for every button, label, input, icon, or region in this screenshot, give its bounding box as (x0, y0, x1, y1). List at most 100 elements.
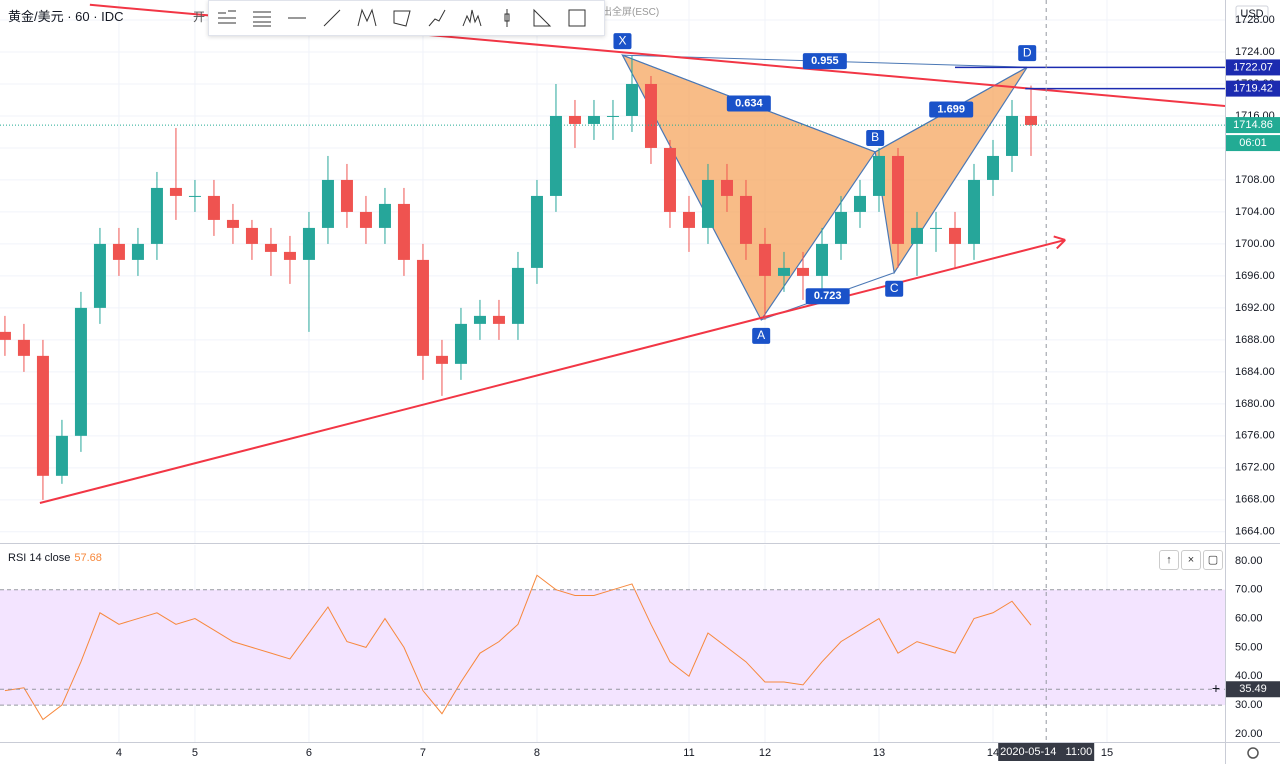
candle-body (701, 179, 714, 228)
candle-body (682, 211, 695, 228)
candle-body (872, 155, 885, 196)
move-up-button[interactable]: ↑ (1159, 550, 1179, 570)
rsi-band (0, 589, 1225, 706)
tool[interactable] (489, 1, 524, 35)
menu-partial[interactable]: 开 (193, 10, 206, 24)
x-tick-label: 8 (534, 747, 540, 759)
candle-body (891, 155, 904, 244)
candle-body (36, 355, 49, 476)
tool[interactable] (384, 1, 419, 35)
pattern-point-tag (866, 129, 885, 146)
tool[interactable] (314, 1, 349, 35)
pattern-point-label: X (618, 33, 626, 47)
tool-icon (217, 10, 236, 24)
price-pane: X A B C D 0.634 0.723 0.955 1.699 (0, 0, 1225, 543)
tool[interactable] (209, 1, 244, 35)
countdown-label: 06:01 (1239, 137, 1267, 149)
candle-body (739, 195, 752, 244)
y-tick-label: 40.00 (1235, 670, 1263, 682)
candle-body (834, 211, 847, 244)
tool[interactable] (559, 1, 594, 35)
x-tick-label: 4 (116, 747, 122, 759)
candle-body (815, 243, 828, 276)
tool-icon (428, 9, 445, 27)
candle-body (587, 115, 600, 124)
rsi-last-value: 57.68 (74, 552, 102, 564)
x-tick-label: 5 (192, 747, 198, 759)
symbol-title: 黄金/美元 · 60 · IDC (8, 9, 124, 24)
candle-body (606, 115, 619, 117)
maximize-button[interactable]: ▢ (1203, 550, 1223, 570)
y-tick-label: 1664.00 (1235, 526, 1275, 538)
pattern-point-tag (752, 327, 771, 344)
countdown-tag (1226, 135, 1280, 152)
x-tick-label: 13 (873, 747, 885, 759)
close-button[interactable]: × (1181, 550, 1201, 570)
y-tick-label: 1688.00 (1235, 334, 1275, 346)
candle-body (549, 115, 562, 196)
candle-body (359, 211, 372, 228)
y-tick-label: 1672.00 (1235, 462, 1275, 474)
candle-body (663, 147, 676, 212)
pattern-point-tag (613, 33, 632, 50)
tool[interactable] (244, 1, 279, 35)
y-tick-label: 1724.00 (1235, 46, 1275, 58)
pattern-point-tag (885, 280, 904, 297)
candle-body (853, 195, 866, 212)
candle-body (17, 339, 30, 356)
ratio-label: 0.955 (811, 55, 839, 67)
candle-body (0, 331, 11, 340)
candle-body (150, 187, 163, 244)
tool-icon (504, 9, 509, 27)
last-price-tag (1226, 117, 1280, 134)
tool-icon (357, 8, 376, 27)
x-tick-label: 6 (306, 747, 312, 759)
candle-body (1024, 115, 1037, 126)
candle-body (967, 179, 980, 244)
y-tick-label: 60.00 (1235, 612, 1263, 624)
tool[interactable] (454, 1, 489, 35)
tool[interactable] (349, 1, 384, 35)
tool[interactable] (279, 1, 314, 35)
level-tag-label: 1722.07 (1233, 61, 1273, 73)
candle-body (758, 243, 771, 276)
y-unit: USD (1240, 8, 1263, 20)
tool[interactable] (524, 1, 559, 35)
level-tag (1226, 80, 1280, 97)
tool-icon (393, 10, 411, 27)
y-tick-label: 20.00 (1235, 728, 1263, 740)
pattern-fill (621, 54, 877, 322)
y-tick-label: 1704.00 (1235, 206, 1275, 218)
y-tick-label: 1700.00 (1235, 238, 1275, 250)
crosshair-x-tag (998, 743, 1095, 761)
y-tick-label: 1696.00 (1235, 270, 1275, 282)
unit-box[interactable] (1235, 5, 1269, 23)
y-tick-label: 30.00 (1235, 699, 1263, 711)
x-tick-label: 12 (759, 747, 771, 759)
level-tag (1226, 59, 1280, 76)
y-tick-label: 1684.00 (1235, 366, 1275, 378)
candle-body (777, 267, 790, 276)
candle-body (321, 179, 334, 228)
x-tick-label: 11 (683, 747, 694, 759)
tool-icon (287, 17, 306, 19)
candle-body (948, 227, 961, 244)
x-tick-label: 15 (1101, 747, 1113, 759)
ratio-label: 0.723 (814, 290, 842, 302)
candle-body (188, 195, 201, 197)
tool[interactable] (419, 1, 454, 35)
pattern-point-tag (1018, 45, 1037, 62)
candle-body (1005, 115, 1018, 156)
settings-icon[interactable] (1247, 747, 1259, 759)
tool-icon (252, 11, 271, 27)
candle-body (302, 227, 315, 260)
candle-body (131, 243, 144, 260)
y-tick-label: 50.00 (1235, 641, 1263, 653)
candle-body (55, 435, 68, 476)
crosshair-y-tag (1226, 681, 1280, 698)
ratio-tag (802, 53, 847, 70)
candle-body (264, 243, 277, 252)
crosshair-x-label: 2020-05-14 11:00 (1000, 746, 1092, 758)
